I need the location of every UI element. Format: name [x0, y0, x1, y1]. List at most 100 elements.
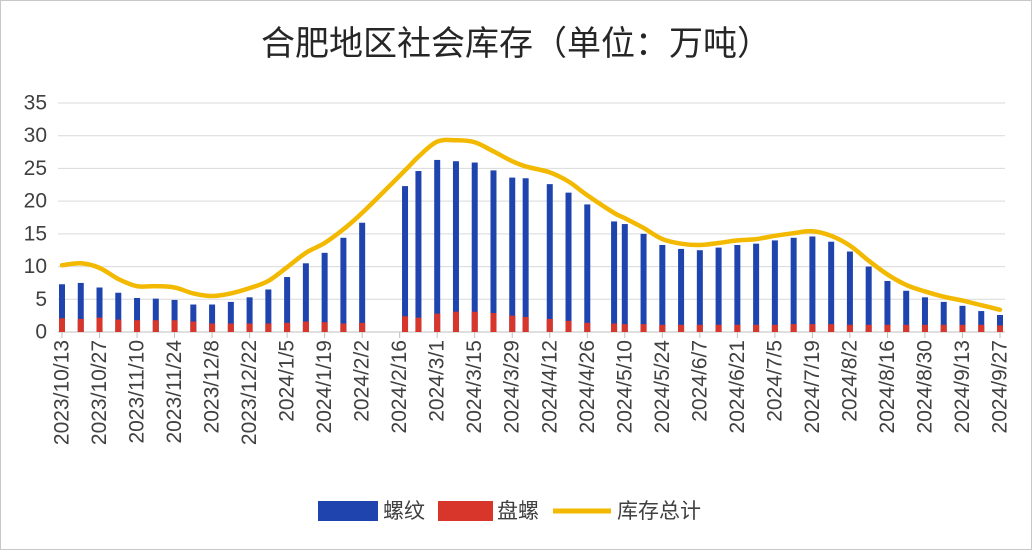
bar-wire-rod-48 [978, 324, 985, 332]
bar-wire-rod-28 [611, 323, 618, 332]
x-tick-label: 2024/4/26 [576, 340, 599, 433]
bar-wire-rod-42 [865, 324, 872, 332]
x-axis: 2023/10/13 2023/10/27 2023/11/10 2023/11/24… [51, 331, 1012, 445]
bar-wire-rod-25 [546, 318, 553, 332]
bar-series [59, 159, 1003, 332]
bar-rebar-38 [790, 237, 797, 332]
bar-wire-rod-2 [96, 317, 103, 332]
y-tick-label-30: 30 [24, 124, 47, 147]
bar-rebar-43 [884, 280, 891, 332]
bar-rebar-0 [59, 284, 65, 332]
bar-wire-rod-19 [434, 313, 441, 332]
bar-wire-rod-31 [659, 324, 666, 332]
bar-rebar-28 [611, 221, 618, 332]
x-tick-label: 2023/10/27 [88, 340, 111, 445]
bar-wire-rod-4 [134, 320, 141, 332]
x-tick-label: 2023/10/13 [51, 340, 74, 445]
x-tick-label: 2024/6/21 [726, 340, 749, 433]
x-tick-label: 2024/7/5 [763, 340, 786, 422]
bar-rebar-9 [227, 301, 234, 332]
bar-rebar-34 [715, 247, 722, 332]
bar-wire-rod-15 [340, 323, 347, 332]
bar-rebar-15 [340, 237, 347, 332]
bar-wire-rod-1 [77, 318, 84, 332]
bar-rebar-19 [434, 159, 441, 332]
bar-wire-rod-20 [452, 311, 459, 332]
legend-swatch-wire-rod [438, 501, 493, 521]
bar-wire-rod-40 [828, 324, 835, 332]
bar-rebar-45 [921, 297, 928, 332]
bar-rebar-12 [284, 277, 291, 332]
line-series [59, 137, 1003, 313]
bar-wire-rod-38 [790, 324, 797, 332]
bar-wire-rod-30 [640, 324, 647, 332]
bar-rebar-32 [678, 248, 685, 332]
x-tick-label: 2024/1/19 [313, 340, 336, 433]
y-tick-label-35: 35 [24, 92, 47, 115]
y-tick-label-25: 25 [24, 157, 47, 180]
bar-rebar-35 [734, 244, 741, 332]
bar-wire-rod-21 [471, 311, 478, 332]
bar-wire-rod-14 [321, 322, 328, 332]
bar-wire-rod-45 [921, 324, 928, 332]
x-tick-label: 2024/8/16 [876, 340, 899, 433]
y-axis-labels: 0 5 10 15 20 25 30 35 [24, 92, 47, 344]
bar-rebar-23 [509, 177, 516, 332]
bar-wire-rod-9 [227, 323, 234, 332]
bar-rebar-10 [246, 297, 253, 332]
x-tick-label: 2024/5/10 [613, 340, 636, 433]
x-tick-label: 2023/11/24 [163, 340, 186, 444]
x-tick-label: 2024/9/27 [989, 340, 1012, 433]
bar-wire-rod-36 [753, 324, 760, 332]
bar-wire-rod-49 [997, 325, 1003, 332]
bar-wire-rod-10 [246, 323, 253, 332]
bar-wire-rod-22 [490, 313, 497, 332]
bar-wire-rod-32 [678, 324, 685, 332]
x-tick-label: 2023/12/22 [238, 340, 261, 445]
bar-wire-rod-37 [771, 324, 778, 332]
bar-wire-rod-5 [152, 320, 159, 332]
x-tick-label: 2024/2/16 [388, 340, 411, 433]
bar-rebar-18 [415, 171, 422, 332]
bar-rebar-6 [171, 299, 178, 332]
legend-label-wire-rod: 盘螺 [497, 499, 539, 523]
x-tick-label: 2024/7/19 [801, 340, 824, 433]
y-tick-label-20: 20 [24, 190, 47, 213]
x-tick-label: 2024/3/1 [426, 340, 449, 422]
bar-rebar-16 [359, 222, 366, 332]
x-tick-label: 2024/9/13 [951, 340, 974, 433]
bar-wire-rod-34 [715, 324, 722, 332]
bar-wire-rod-11 [265, 323, 272, 332]
x-tick-label: 2024/4/12 [538, 340, 561, 433]
bar-rebar-39 [809, 236, 816, 332]
x-tick-label: 2024/8/2 [838, 340, 861, 422]
x-tick-label: 2024/2/2 [351, 340, 374, 422]
bar-rebar-48 [978, 311, 985, 332]
bar-rebar-21 [471, 162, 478, 332]
bar-wire-rod-0 [59, 318, 65, 332]
bar-wire-rod-7 [190, 321, 197, 332]
bar-rebar-40 [828, 241, 835, 332]
line-total-inventory [59, 137, 1003, 313]
bar-wire-rod-24 [522, 316, 529, 332]
bar-rebar-2 [96, 287, 103, 332]
bar-rebar-20 [452, 161, 459, 332]
legend: 螺纹 盘螺 库存总计 [318, 499, 701, 523]
bar-rebar-14 [321, 252, 328, 332]
bar-rebar-37 [771, 240, 778, 332]
bar-wire-rod-47 [959, 324, 966, 332]
bar-rebar-11 [265, 289, 272, 332]
bar-rebar-4 [134, 297, 141, 332]
x-tick-label: 2023/11/10 [126, 340, 149, 444]
bar-rebar-26 [565, 192, 572, 332]
bar-wire-rod-17 [402, 316, 409, 332]
x-tick-label: 2024/1/5 [276, 340, 299, 422]
x-tick-label: 2023/12/8 [201, 340, 224, 433]
bar-rebar-17 [402, 186, 409, 332]
bar-rebar-25 [546, 184, 553, 332]
bar-wire-rod-3 [115, 319, 122, 332]
bar-wire-rod-46 [940, 324, 947, 332]
bar-rebar-5 [152, 298, 159, 332]
bar-rebar-36 [753, 243, 760, 332]
